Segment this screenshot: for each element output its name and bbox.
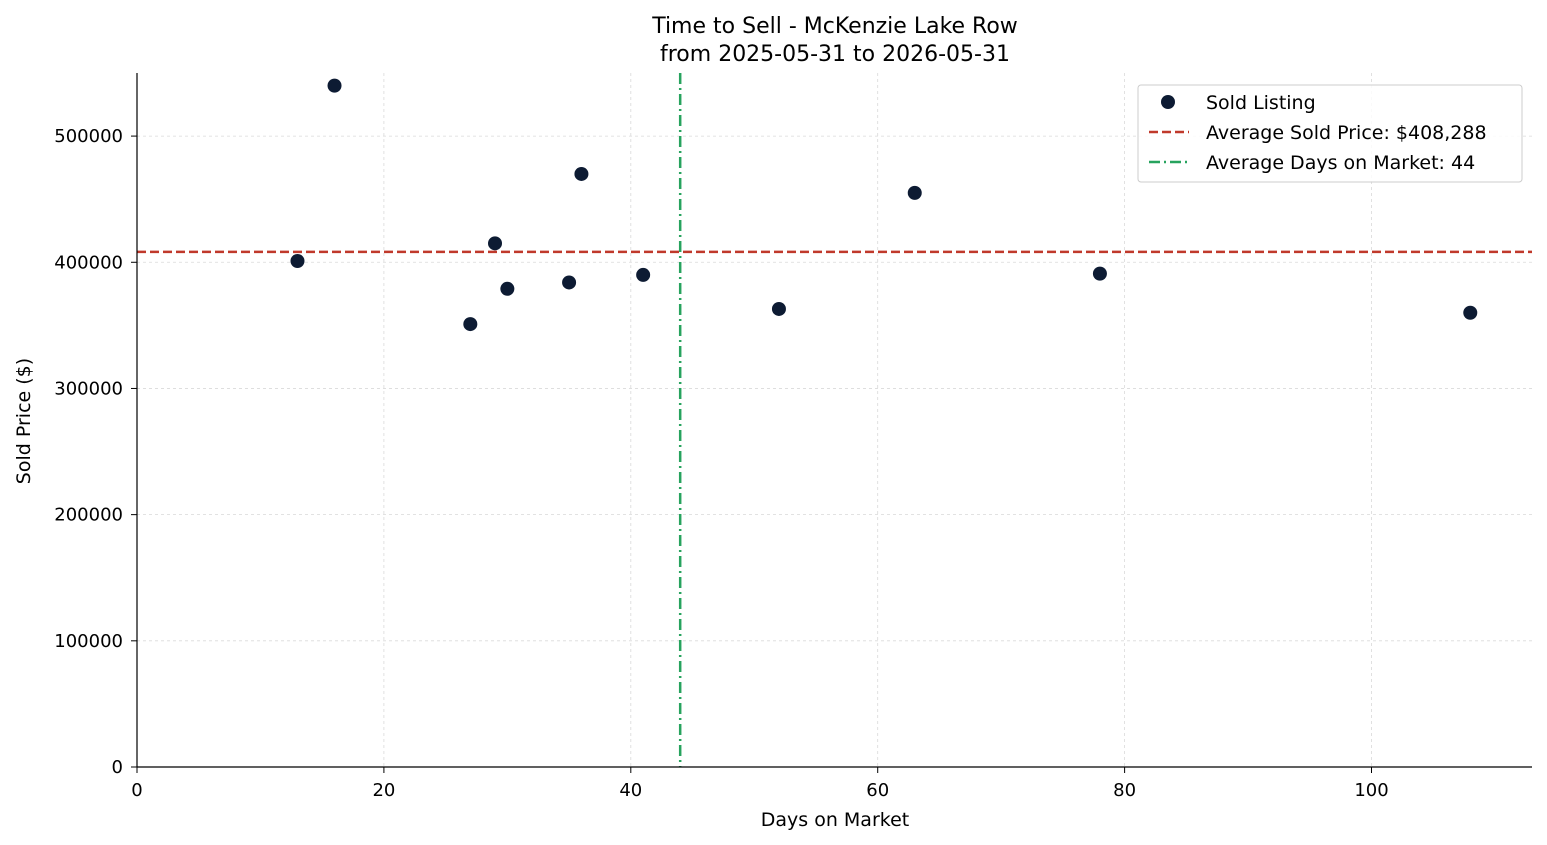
data-point xyxy=(562,275,577,290)
x-axis-label: Days on Market xyxy=(761,809,909,831)
legend-label-average-price: Average Sold Price: $408,288 xyxy=(1206,122,1487,144)
data-point xyxy=(636,267,651,282)
axes xyxy=(136,73,1532,768)
data-point xyxy=(907,185,922,200)
reference-lines xyxy=(137,73,1532,767)
x-tick-label: 0 xyxy=(131,780,142,801)
y-tick-label: 300000 xyxy=(54,378,123,399)
chart-title-line-2: from 2025-05-31 to 2026-05-31 xyxy=(660,42,1010,67)
legend-label-average-days: Average Days on Market: 44 xyxy=(1206,152,1475,174)
data-point xyxy=(463,317,478,332)
chart-title-line-1: Time to Sell - McKenzie Lake Row xyxy=(651,14,1018,39)
x-tick-label: 80 xyxy=(1113,780,1136,801)
x-tick-label: 40 xyxy=(619,780,642,801)
data-point xyxy=(574,166,589,181)
data-point xyxy=(1092,266,1107,281)
grid xyxy=(137,73,1532,767)
y-tick-label: 400000 xyxy=(54,252,123,273)
data-point xyxy=(771,301,786,316)
data-points xyxy=(290,78,1478,332)
data-point xyxy=(290,254,305,269)
data-point xyxy=(1463,305,1478,320)
x-tick-label: 20 xyxy=(372,780,395,801)
x-tick-label: 60 xyxy=(866,780,889,801)
data-point xyxy=(327,78,342,93)
y-axis-label: Sold Price ($) xyxy=(13,358,35,484)
data-point xyxy=(488,236,503,251)
y-tick-label: 0 xyxy=(112,757,123,778)
legend-label-sold-listing: Sold Listing xyxy=(1206,92,1316,114)
y-tick-label: 200000 xyxy=(54,505,123,526)
legend: Sold Listing Average Sold Price: $408,28… xyxy=(1137,84,1523,183)
data-point xyxy=(500,281,515,296)
y-tick-label: 500000 xyxy=(54,126,123,147)
legend-box xyxy=(1137,84,1523,183)
y-tick-label: 100000 xyxy=(54,631,123,652)
x-tick-label: 100 xyxy=(1354,780,1388,801)
ticks: 0 20 40 60 80 100 0 100000 200000 300000 400000 500… xyxy=(54,126,1388,801)
legend-marker-sold-listing xyxy=(1161,95,1175,109)
